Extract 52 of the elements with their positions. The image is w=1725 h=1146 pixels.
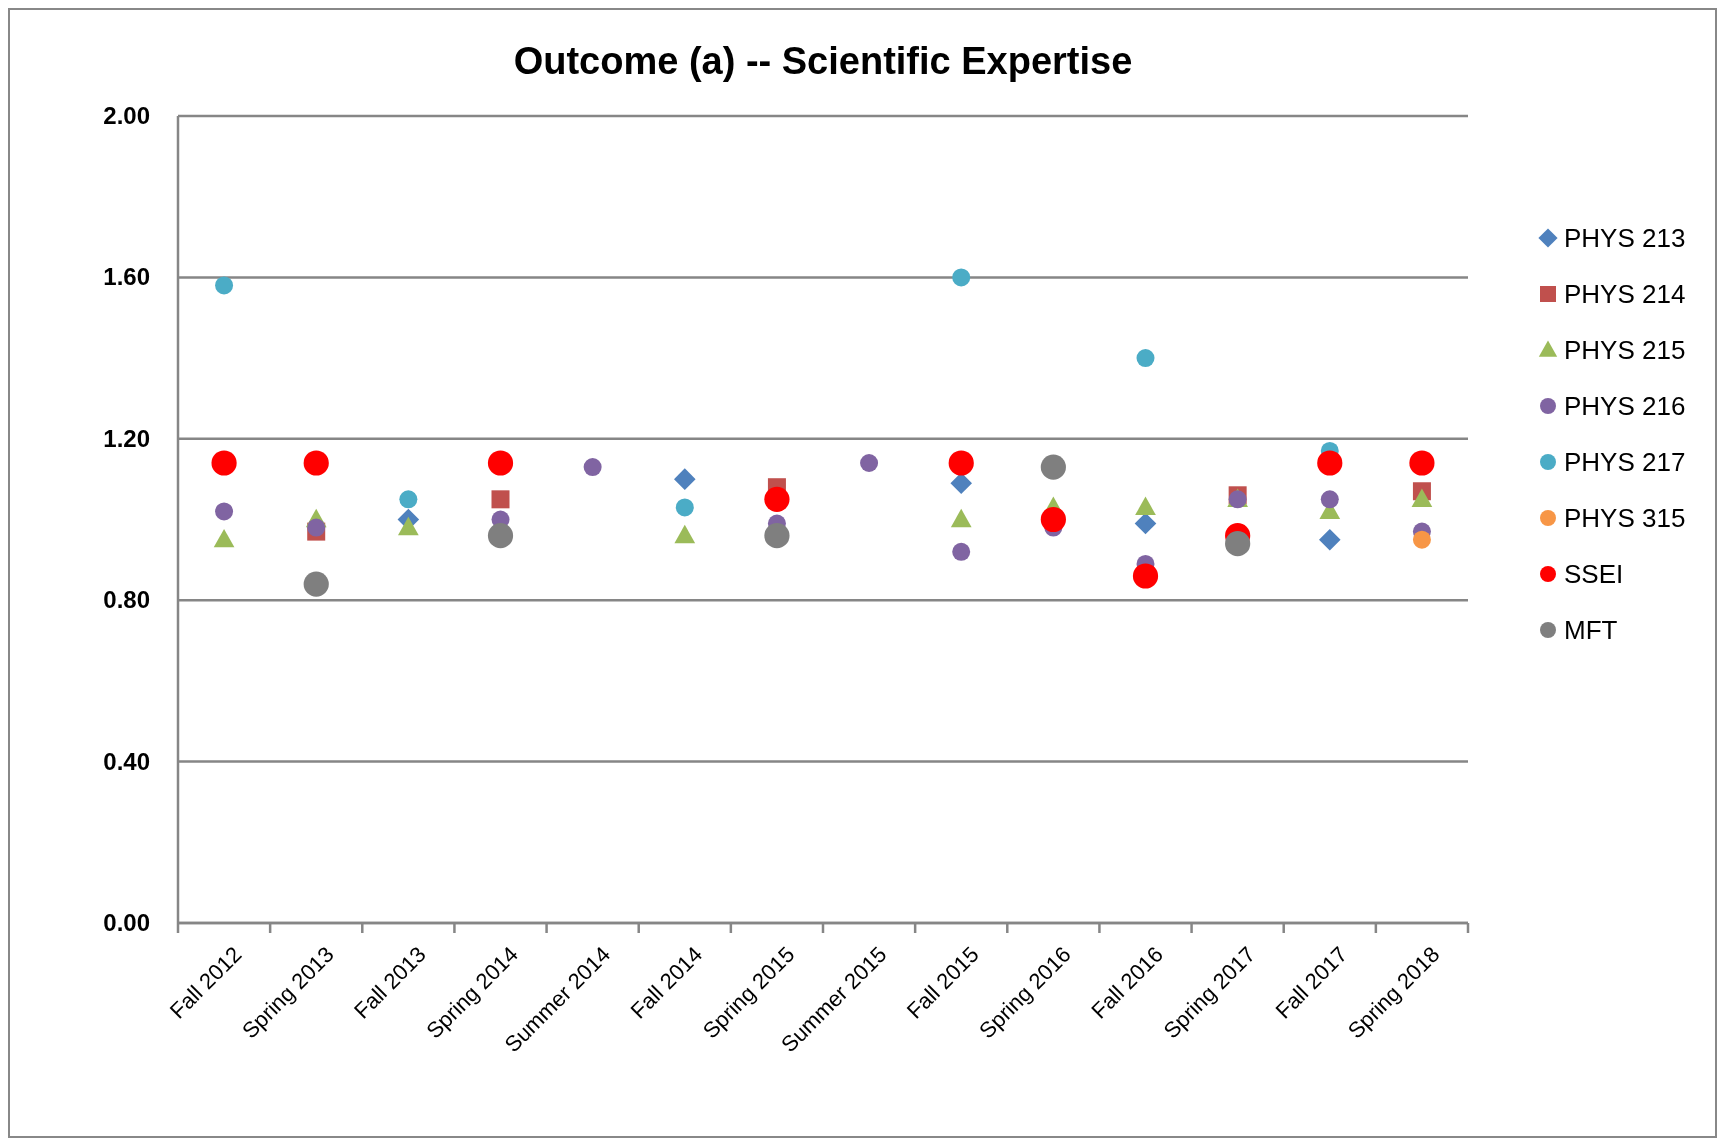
point — [764, 486, 790, 512]
point — [1136, 349, 1155, 368]
legend-label: MFT — [1564, 615, 1618, 645]
point — [491, 490, 510, 509]
point — [1320, 490, 1339, 509]
point — [1040, 454, 1066, 480]
point — [398, 516, 419, 536]
point — [1132, 563, 1159, 589]
point — [303, 571, 329, 597]
y-tick-label: 0.80 — [103, 586, 150, 614]
point — [1411, 488, 1433, 507]
legend-label: SSEI — [1564, 559, 1624, 589]
point — [950, 508, 972, 528]
point — [1134, 512, 1157, 535]
point — [673, 468, 696, 490]
y-tick-label: 1.60 — [103, 263, 150, 291]
point — [860, 454, 879, 473]
chart-title: Outcome (a) -- Scientific Expertise — [513, 40, 1133, 82]
point — [1409, 450, 1435, 476]
point — [215, 276, 234, 295]
point — [213, 528, 235, 548]
point — [1040, 506, 1066, 533]
point — [1318, 528, 1341, 551]
point — [764, 523, 790, 549]
y-tick-label: 0.40 — [103, 747, 150, 775]
y-tick-label: 1.20 — [103, 424, 150, 452]
point — [675, 498, 694, 517]
point — [674, 524, 696, 544]
point — [1225, 531, 1251, 557]
point — [215, 502, 234, 521]
legend-label: PHYS 216 — [1564, 391, 1686, 421]
point — [487, 450, 514, 476]
point — [952, 542, 971, 561]
legend-label: PHYS 315 — [1564, 503, 1686, 533]
point — [583, 458, 602, 477]
point — [1412, 530, 1431, 549]
y-tick-label: 0.00 — [103, 909, 150, 936]
point — [950, 472, 973, 494]
point — [948, 450, 974, 476]
point — [952, 268, 971, 287]
legend-label: PHYS 214 — [1564, 279, 1686, 309]
legend-label: PHYS 215 — [1564, 335, 1686, 365]
point — [307, 518, 326, 537]
legend-label: PHYS 217 — [1564, 447, 1686, 477]
point — [303, 450, 329, 476]
y-tick-label: 2.00 — [103, 102, 150, 129]
point — [399, 490, 418, 509]
legend-label: PHYS 213 — [1564, 223, 1686, 253]
point — [1317, 450, 1343, 476]
point — [1135, 496, 1156, 516]
point — [487, 523, 514, 549]
point — [211, 450, 237, 476]
